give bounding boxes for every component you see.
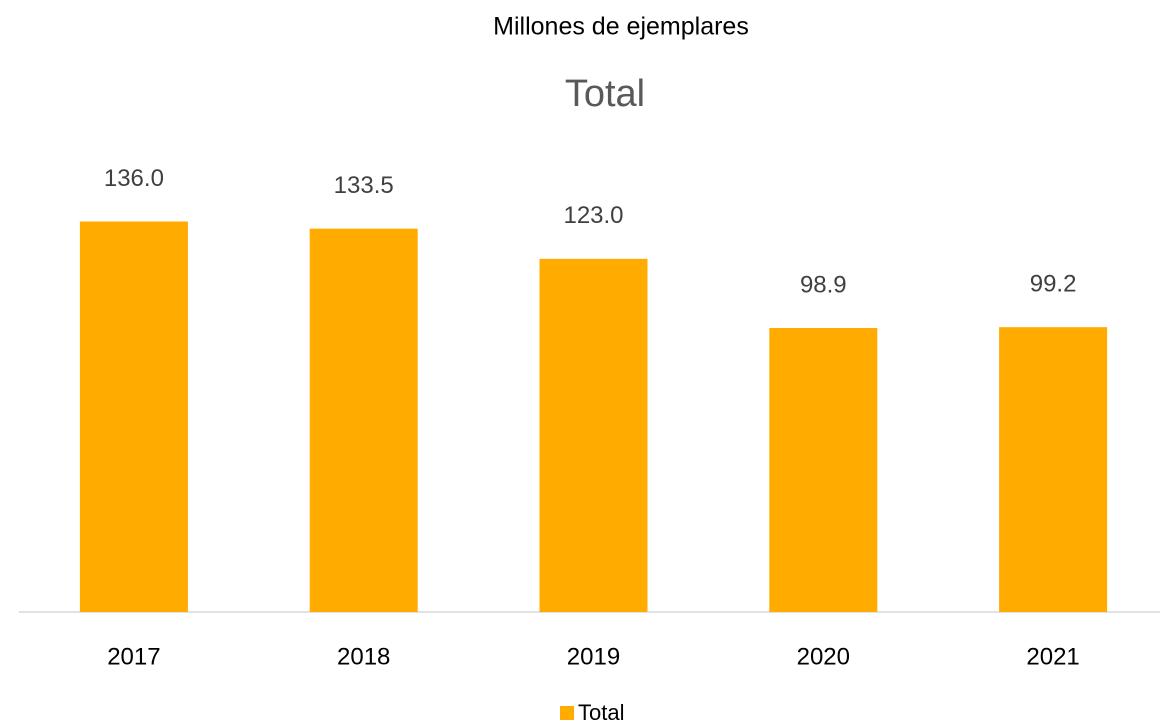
bar — [539, 258, 648, 612]
legend-swatch — [560, 706, 574, 720]
bar — [79, 221, 188, 612]
bar — [309, 228, 418, 612]
data-label: 99.2 — [1030, 270, 1077, 297]
x-tick-label: 2020 — [797, 643, 850, 670]
x-tick-label: 2019 — [567, 643, 620, 670]
legend-label: Total — [578, 700, 624, 725]
chart-subtitle: Millones de ejemplares — [493, 13, 749, 41]
data-label: 133.5 — [334, 172, 394, 199]
x-tick-label: 2018 — [337, 643, 390, 670]
bar — [999, 327, 1108, 612]
chart-title: Total — [565, 73, 645, 115]
data-label: 123.0 — [563, 202, 623, 229]
x-tick-label: 2017 — [107, 643, 160, 670]
bar — [769, 328, 878, 612]
data-label: 136.0 — [104, 165, 164, 192]
x-tick-label: 2021 — [1026, 643, 1079, 670]
data-label: 98.9 — [800, 271, 847, 298]
